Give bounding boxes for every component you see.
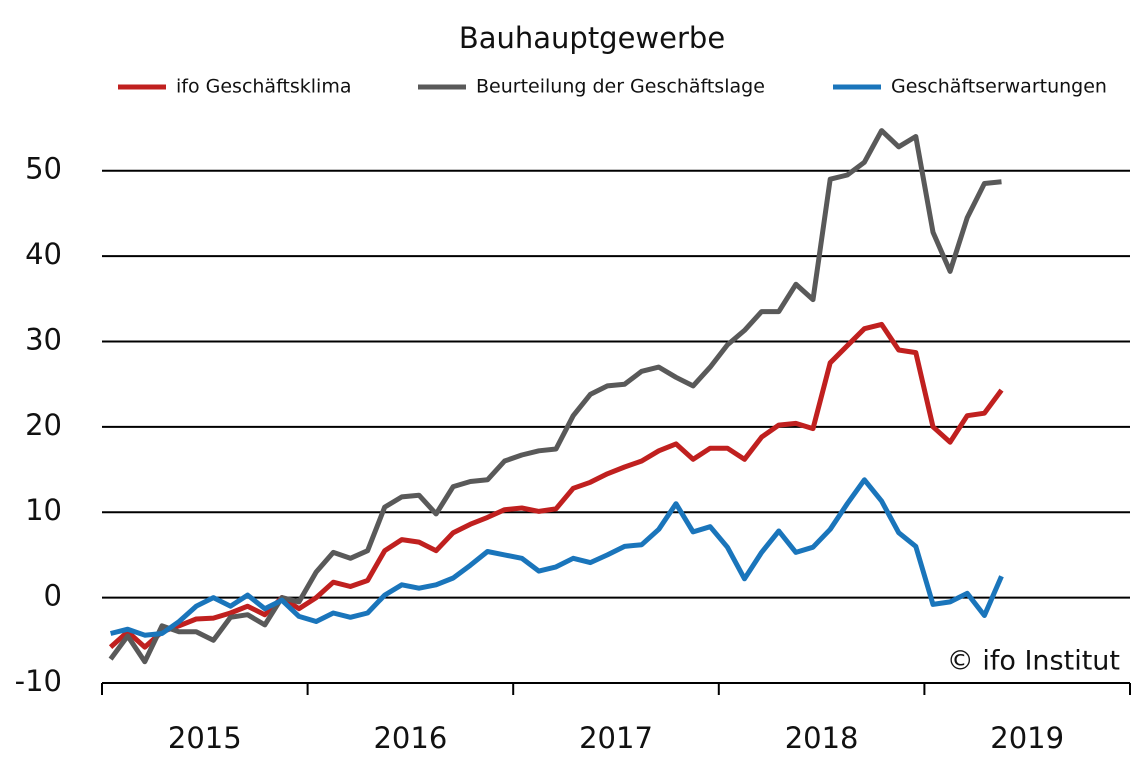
x-tick-label: 2015 [168,721,242,755]
line-series [109,477,1004,638]
legend-label: Beurteilung der Geschäftslage [476,76,765,98]
chart-title: Bauhauptgewerbe [459,21,725,55]
x-tick-label: 2017 [579,721,653,755]
legend-label: ifo Geschäftsklima [176,76,352,98]
y-tick-label: -10 [15,664,62,698]
y-tick-label: 30 [25,322,62,356]
x-tick-label: 2018 [785,721,859,755]
line-series [108,128,1002,665]
y-tick-label: 40 [25,237,62,271]
y-tick-label: 20 [25,408,62,442]
line-series [108,321,1004,650]
y-tick-label: 50 [25,152,62,186]
annotation: © ifo Institut [947,646,1120,677]
x-tick-label: 2016 [373,721,447,755]
y-tick-label: 10 [25,493,62,527]
legend-label: Geschäftserwartungen [891,76,1107,98]
y-tick-label: 0 [44,579,62,613]
x-tick-label: 2019 [990,721,1064,755]
